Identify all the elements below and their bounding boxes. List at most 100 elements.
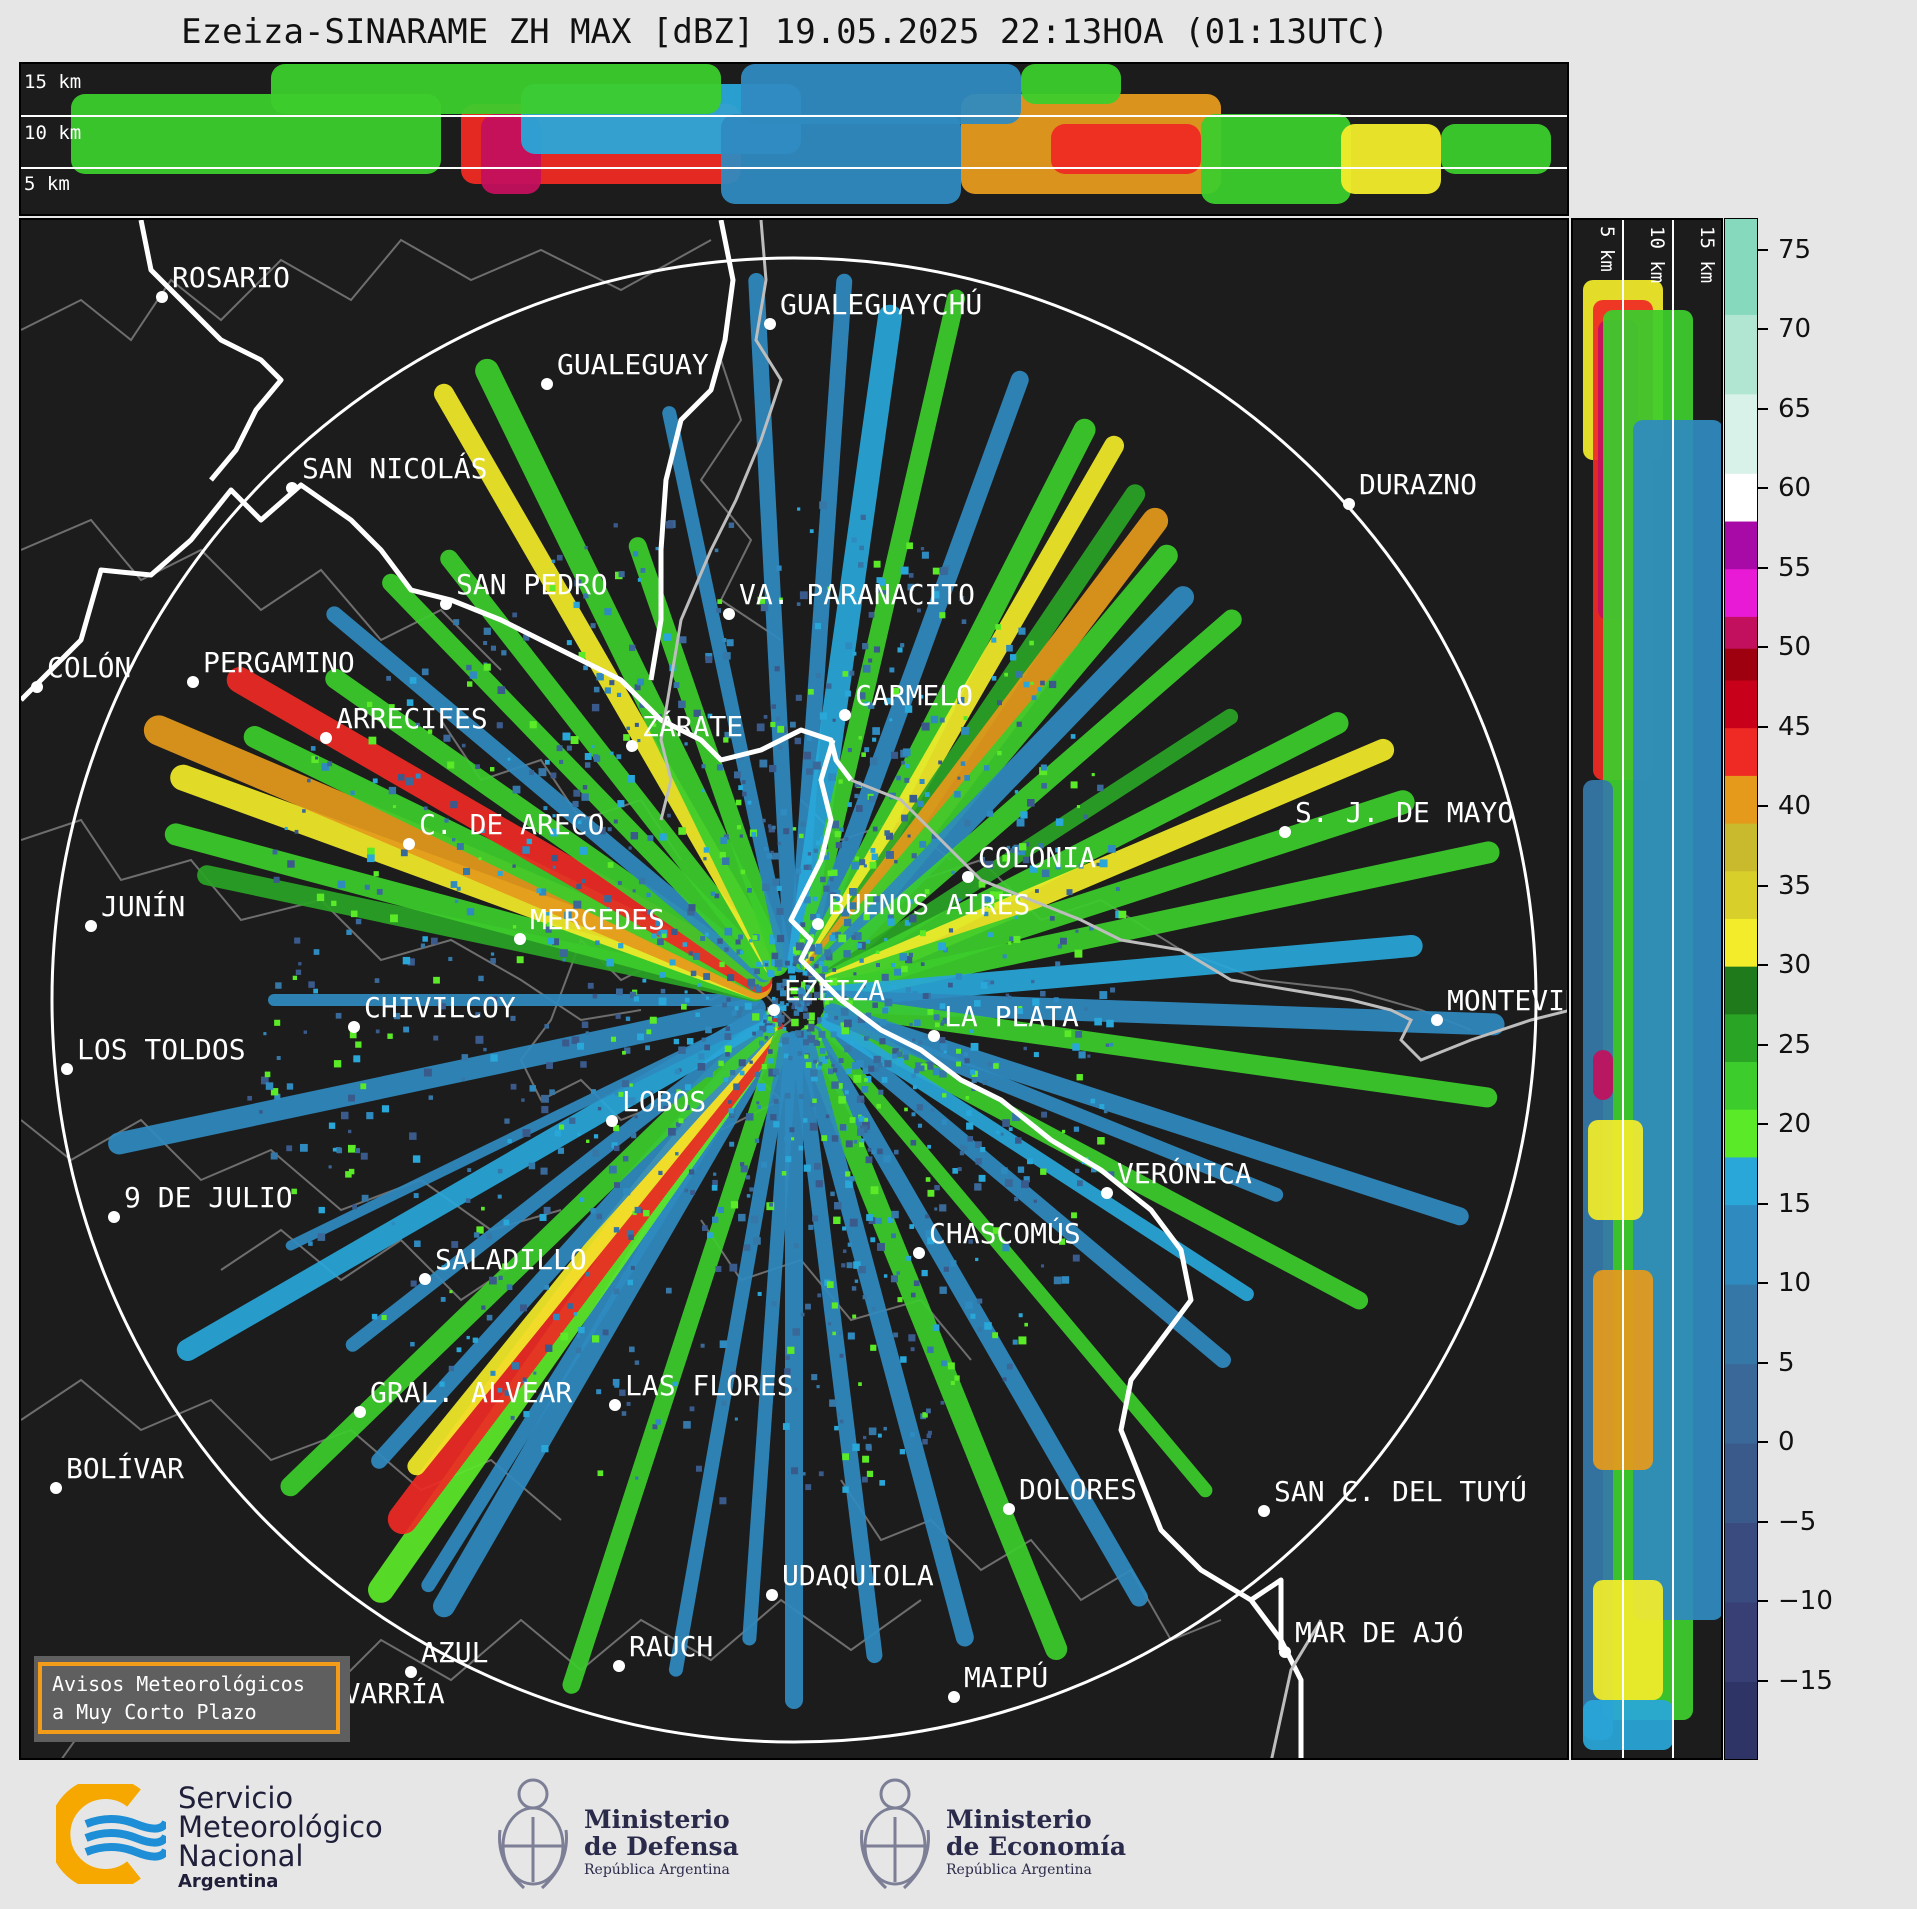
radar-echo-speckle xyxy=(400,849,408,857)
radar-echo-speckle xyxy=(270,1152,278,1160)
city-label: SALADILLO xyxy=(435,1243,587,1276)
city-marker[interactable]: AZUL xyxy=(405,1636,488,1678)
radar-echo-speckle xyxy=(774,666,780,672)
radar-echo-speckle xyxy=(388,786,397,795)
city-marker[interactable]: VERÓNICA xyxy=(1101,1156,1252,1199)
radar-echo-speckle xyxy=(890,751,899,759)
radar-echo-speckle xyxy=(773,1014,778,1019)
radar-echo-speckle xyxy=(368,736,377,745)
radar-echo-speckle xyxy=(630,1265,635,1270)
radar-echo-speckle xyxy=(771,1301,777,1307)
city-label: S. J. DE MAYO xyxy=(1295,796,1514,829)
alerts-badge[interactable]: Avisos Meteorológicos a Muy Corto Plazo xyxy=(38,1662,340,1734)
city-marker[interactable]: COLÓN xyxy=(31,650,131,693)
city-marker[interactable]: PERGAMINO xyxy=(187,646,355,688)
city-marker[interactable]: UDAQUIOLA xyxy=(766,1559,934,1601)
city-marker[interactable]: SAN PEDRO xyxy=(440,568,608,610)
city-marker[interactable]: EZEIZA xyxy=(768,974,885,1016)
city-marker[interactable]: MAIPÚ xyxy=(948,1660,1048,1703)
radar-echo-speckle xyxy=(712,1216,719,1223)
radar-echo-speckle xyxy=(595,940,600,945)
city-marker[interactable]: SALADILLO xyxy=(419,1243,587,1285)
radar-echo-speckle xyxy=(824,949,832,957)
radar-echo-speckle xyxy=(870,1186,879,1195)
radar-echo-speckle xyxy=(827,586,832,591)
city-marker[interactable]: ROSARIO xyxy=(156,261,290,303)
radar-echo-speckle xyxy=(927,1237,935,1245)
city-marker[interactable]: COLONIA xyxy=(962,841,1096,883)
city-marker[interactable]: RAUCH xyxy=(613,1630,713,1672)
radar-echo-speckle xyxy=(757,1083,766,1092)
city-marker[interactable]: MERCEDES xyxy=(514,903,665,945)
radar-echo-speckle xyxy=(684,1084,691,1091)
city-marker[interactable]: C. DE ARECO xyxy=(403,808,604,850)
radar-echo-speckle xyxy=(795,868,802,874)
city-marker[interactable]: VA. PARANACITO xyxy=(723,578,975,620)
city-marker[interactable]: LOBOS xyxy=(606,1085,706,1127)
radar-echo-speckle xyxy=(1030,681,1034,686)
radar-echo-speckle xyxy=(912,1038,916,1042)
city-marker[interactable]: MONTEVIDEO xyxy=(1431,984,1569,1026)
city-marker[interactable]: SAN NICOLÁS xyxy=(286,451,487,494)
city-marker[interactable]: JUNÍN xyxy=(85,889,185,932)
colorbar-segment-0 xyxy=(1725,1681,1757,1759)
radar-echo-speckle xyxy=(820,1056,828,1064)
radar-echo-speckle xyxy=(521,1098,525,1102)
city-marker[interactable]: CHIVILCOY xyxy=(348,991,516,1033)
city-marker[interactable]: S. J. DE MAYO xyxy=(1279,796,1514,838)
radar-echo-speckle xyxy=(683,1421,691,1429)
radar-echo-speckle xyxy=(891,687,900,696)
radar-echo-speckle xyxy=(907,834,911,838)
city-dot-icon xyxy=(768,1004,780,1016)
radar-echo-speckle xyxy=(788,1055,793,1061)
city-marker[interactable]: BOLÍVAR xyxy=(50,1451,184,1494)
radar-echo-speckle xyxy=(475,1012,481,1018)
city-marker[interactable]: DOLORES xyxy=(1003,1473,1137,1515)
city-marker[interactable]: CARMELO xyxy=(839,679,973,721)
city-marker[interactable]: BUENOS AIRES xyxy=(812,888,1030,930)
radar-map-panel[interactable]: ROSARIO GUALEGUAYCHÚ GUALEGUAY SAN NICOLÁS D… xyxy=(19,218,1569,1760)
city-marker[interactable]: ZÁRATE xyxy=(626,709,743,752)
city-marker[interactable]: ARRECIFES xyxy=(320,702,488,744)
radar-echo-speckle xyxy=(628,846,632,850)
radar-echo-speckle xyxy=(450,881,458,888)
radar-echo-speckle xyxy=(867,1147,872,1152)
colorbar-tick xyxy=(1758,1202,1768,1205)
radar-echo-speckle xyxy=(907,899,913,905)
radar-echo-speckle xyxy=(996,1130,1000,1134)
radar-echo-speckle xyxy=(631,1133,637,1139)
radar-echo-speckle xyxy=(703,847,710,853)
radar-echo-speckle xyxy=(552,938,560,946)
city-marker[interactable]: SAN C. DEL TUYÚ xyxy=(1258,1474,1527,1517)
radar-echo-speckle xyxy=(575,1347,582,1354)
radar-echo-speckle xyxy=(939,1037,946,1043)
radar-echo-speckle xyxy=(918,1040,923,1045)
radar-echo-speckle xyxy=(806,768,813,775)
radar-echo-speckle xyxy=(874,1067,879,1072)
city-marker[interactable]: LOS TOLDOS xyxy=(61,1033,246,1075)
city-marker[interactable]: DURAZNO xyxy=(1343,468,1477,510)
radar-echo-ray xyxy=(176,1009,771,1361)
radar-echo-speckle xyxy=(1027,1158,1033,1165)
radar-echo-speckle xyxy=(899,1449,906,1455)
radar-echo-speckle xyxy=(924,792,930,797)
city-marker[interactable]: CHASCOMÚS xyxy=(913,1216,1081,1259)
radar-echo-speckle xyxy=(1017,1166,1025,1173)
city-marker[interactable]: 9 DE JULIO xyxy=(108,1181,293,1223)
radar-echo-speckle xyxy=(463,867,471,875)
radar-echo-speckle xyxy=(858,1382,862,1386)
radar-echo-speckle xyxy=(1023,681,1030,688)
radar-echo-speckle xyxy=(747,978,756,987)
city-marker[interactable]: MAR DE AJÓ xyxy=(1279,1615,1464,1658)
radar-echo-speckle xyxy=(355,918,362,925)
city-marker[interactable]: GUALEGUAY xyxy=(541,348,709,390)
city-marker[interactable]: LAS FLORES xyxy=(609,1369,794,1411)
radar-echo-speckle xyxy=(501,650,507,656)
radar-echo-speckle xyxy=(584,753,592,760)
radar-echo-speckle xyxy=(864,1076,872,1083)
radar-echo-speckle xyxy=(757,1291,762,1296)
city-marker[interactable]: GUALEGUAYCHÚ xyxy=(764,287,982,330)
city-marker[interactable]: LA PLATA xyxy=(928,1000,1079,1042)
city-marker[interactable]: GRAL. ALVEAR xyxy=(354,1376,572,1418)
radar-echo-speckle xyxy=(1024,1322,1028,1327)
